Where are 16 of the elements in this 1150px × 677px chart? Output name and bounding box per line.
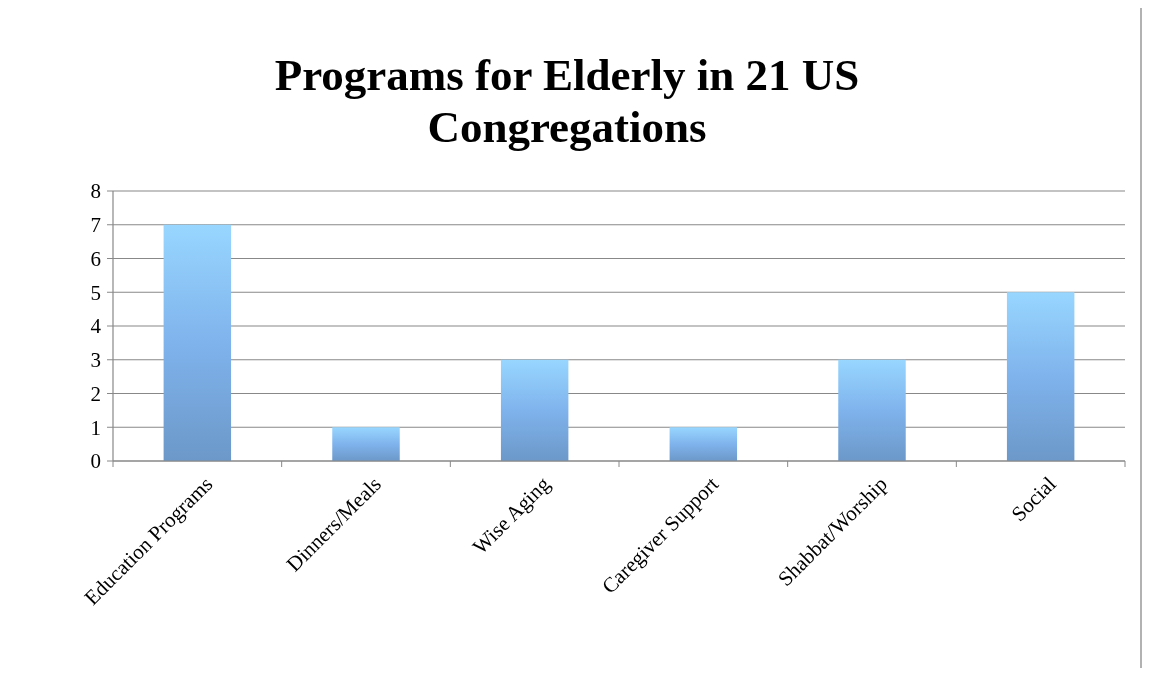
chart-title: Programs for Elderly in 21 US Congregations	[274, 50, 860, 152]
y-tick-label: 3	[90, 348, 101, 373]
y-tick-label: 0	[90, 449, 101, 474]
bar	[838, 359, 906, 461]
y-tick-label: 8	[90, 179, 101, 204]
y-tick-label: 1	[90, 415, 101, 440]
y-tick-label: 4	[90, 314, 102, 339]
y-tick-label: 6	[90, 246, 101, 271]
bar	[669, 427, 738, 461]
bar	[1006, 292, 1075, 461]
bar	[500, 359, 569, 461]
y-tick-label: 7	[90, 213, 101, 238]
y-tick-label: 2	[90, 381, 101, 406]
y-tick-label: 5	[90, 280, 101, 305]
bar	[163, 224, 232, 461]
bar	[332, 427, 400, 461]
